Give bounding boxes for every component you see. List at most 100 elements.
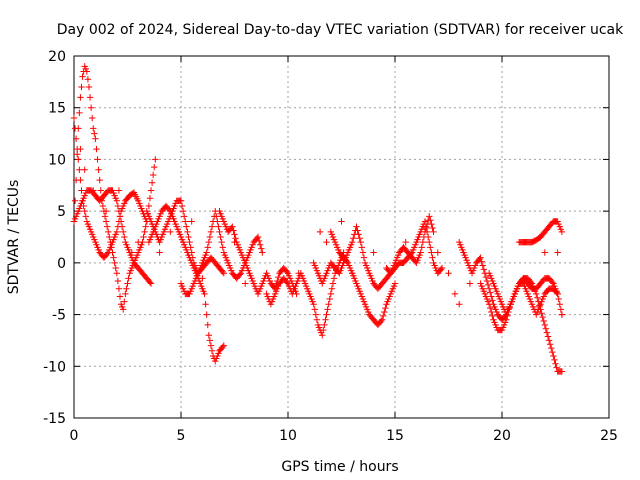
data-point bbox=[96, 176, 103, 184]
data-point bbox=[106, 233, 113, 241]
data-point bbox=[487, 304, 494, 312]
data-point bbox=[418, 244, 425, 251]
plot-frame bbox=[73, 55, 610, 419]
data-point bbox=[428, 249, 435, 256]
x-tick-label: 5 bbox=[177, 428, 186, 444]
data-point bbox=[218, 238, 225, 246]
data-point bbox=[489, 312, 496, 320]
data-point bbox=[186, 238, 193, 246]
data-point bbox=[324, 306, 331, 313]
data-point bbox=[338, 218, 345, 225]
data-point bbox=[283, 268, 291, 276]
data-point bbox=[77, 176, 84, 184]
data-point bbox=[484, 281, 492, 289]
data-point bbox=[204, 321, 211, 329]
data-point bbox=[259, 249, 266, 256]
data-point bbox=[125, 275, 132, 282]
data-point bbox=[485, 285, 493, 292]
data-point bbox=[477, 254, 484, 261]
data-point bbox=[182, 218, 189, 225]
data-point bbox=[356, 235, 363, 242]
data-point bbox=[120, 228, 127, 236]
data-point bbox=[78, 187, 85, 194]
data-point bbox=[207, 342, 215, 349]
tick-labels: 0 5 10 15 20 25 -15 -10 -5 0 5 10 15 20 bbox=[43, 49, 618, 444]
data-point bbox=[485, 301, 493, 308]
axis-ticks bbox=[73, 55, 610, 419]
y-tick-label: 5 bbox=[57, 204, 66, 220]
x-tick-label: 0 bbox=[70, 428, 79, 444]
data-point bbox=[77, 145, 84, 153]
x-tick-label: 25 bbox=[600, 428, 618, 444]
data-point bbox=[78, 83, 85, 91]
data-point bbox=[77, 94, 84, 101]
data-point bbox=[407, 250, 415, 258]
data-point bbox=[258, 245, 265, 252]
data-point bbox=[103, 223, 111, 230]
data-point bbox=[256, 241, 264, 248]
data-point bbox=[380, 312, 387, 320]
data-point bbox=[216, 228, 223, 236]
data-point bbox=[187, 244, 194, 251]
data-point bbox=[381, 308, 388, 316]
data-point bbox=[483, 277, 491, 285]
data-point bbox=[557, 306, 565, 313]
data-point bbox=[116, 293, 124, 300]
data-point bbox=[91, 130, 98, 137]
data-point bbox=[540, 317, 547, 325]
data-point bbox=[542, 325, 550, 332]
data-point bbox=[539, 313, 546, 321]
data-point bbox=[558, 228, 566, 236]
grid-lines bbox=[74, 56, 609, 418]
data-point bbox=[310, 301, 317, 308]
data-point bbox=[357, 238, 364, 246]
data-point bbox=[145, 202, 153, 210]
data-point bbox=[322, 316, 329, 323]
y-tick-label: 15 bbox=[48, 101, 66, 117]
data-point bbox=[82, 213, 89, 220]
data-point bbox=[370, 249, 377, 256]
data-point bbox=[313, 316, 321, 323]
data-point bbox=[217, 233, 224, 241]
data-point bbox=[391, 280, 399, 287]
data-point bbox=[551, 356, 558, 364]
data-point bbox=[544, 333, 552, 340]
data-point bbox=[114, 277, 122, 285]
data-point bbox=[115, 187, 123, 194]
data-point bbox=[329, 280, 337, 287]
data-point bbox=[456, 301, 463, 308]
data-point bbox=[70, 114, 78, 122]
data-point bbox=[320, 326, 327, 334]
data-point bbox=[558, 368, 566, 375]
data-point bbox=[543, 329, 551, 336]
chart-title: Day 002 of 2024, Sidereal Day-to-day VTE… bbox=[57, 22, 624, 38]
data-point bbox=[84, 76, 92, 83]
data-point bbox=[423, 228, 431, 236]
data-point bbox=[354, 227, 361, 234]
data-point bbox=[110, 254, 117, 261]
data-point bbox=[183, 223, 190, 230]
data-point bbox=[140, 233, 147, 241]
data-point bbox=[179, 207, 187, 215]
data-point bbox=[488, 308, 495, 316]
data-point bbox=[429, 254, 436, 261]
data-point bbox=[95, 166, 102, 173]
data-point bbox=[141, 228, 148, 236]
data-point bbox=[156, 249, 163, 256]
data-point bbox=[555, 295, 562, 303]
data-point bbox=[321, 321, 328, 329]
data-point bbox=[541, 321, 548, 329]
data-point bbox=[167, 228, 174, 236]
data-point bbox=[424, 233, 432, 241]
data-point bbox=[430, 228, 437, 236]
data-point bbox=[219, 244, 226, 251]
data-point bbox=[199, 275, 206, 282]
data-point bbox=[554, 249, 561, 256]
data-point bbox=[99, 202, 107, 210]
data-point bbox=[478, 258, 485, 265]
data-point bbox=[124, 280, 131, 287]
data-point bbox=[71, 125, 79, 132]
data-point bbox=[81, 207, 88, 215]
data-point bbox=[146, 195, 154, 202]
